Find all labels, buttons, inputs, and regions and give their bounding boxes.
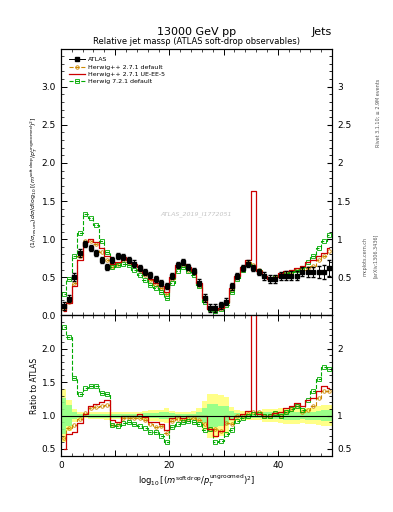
X-axis label: $\log_{10}[(m^{\mathrm{soft\,drop}}/p_T^{\mathrm{ungroomed}})^2]$: $\log_{10}[(m^{\mathrm{soft\,drop}}/p_T^… bbox=[138, 472, 255, 488]
Text: mcplots.cern.ch: mcplots.cern.ch bbox=[363, 237, 368, 275]
Y-axis label: $(1/\sigma_\mathrm{resum})\,d\sigma/d\log_{10}[(m^{\mathrm{soft\,drop}}/p_T^{\ma: $(1/\sigma_\mathrm{resum})\,d\sigma/d\lo… bbox=[29, 116, 40, 248]
Text: 13000 GeV pp: 13000 GeV pp bbox=[157, 27, 236, 37]
Y-axis label: Ratio to ATLAS: Ratio to ATLAS bbox=[30, 357, 39, 414]
Title: Relative jet massρ (ATLAS soft-drop observables): Relative jet massρ (ATLAS soft-drop obse… bbox=[93, 37, 300, 47]
Legend: ATLAS, Herwig++ 2.7.1 default, Herwig++ 2.7.1 UE-EE-5, Herwig 7.2.1 default: ATLAS, Herwig++ 2.7.1 default, Herwig++ … bbox=[70, 57, 165, 84]
Text: Rivet 3.1.10; ≥ 2.9M events: Rivet 3.1.10; ≥ 2.9M events bbox=[376, 78, 380, 147]
Text: ATLAS_2019_I1772051: ATLAS_2019_I1772051 bbox=[161, 211, 232, 217]
Text: [arXiv:1306.3436]: [arXiv:1306.3436] bbox=[373, 234, 378, 278]
Text: Jets: Jets bbox=[312, 27, 332, 37]
